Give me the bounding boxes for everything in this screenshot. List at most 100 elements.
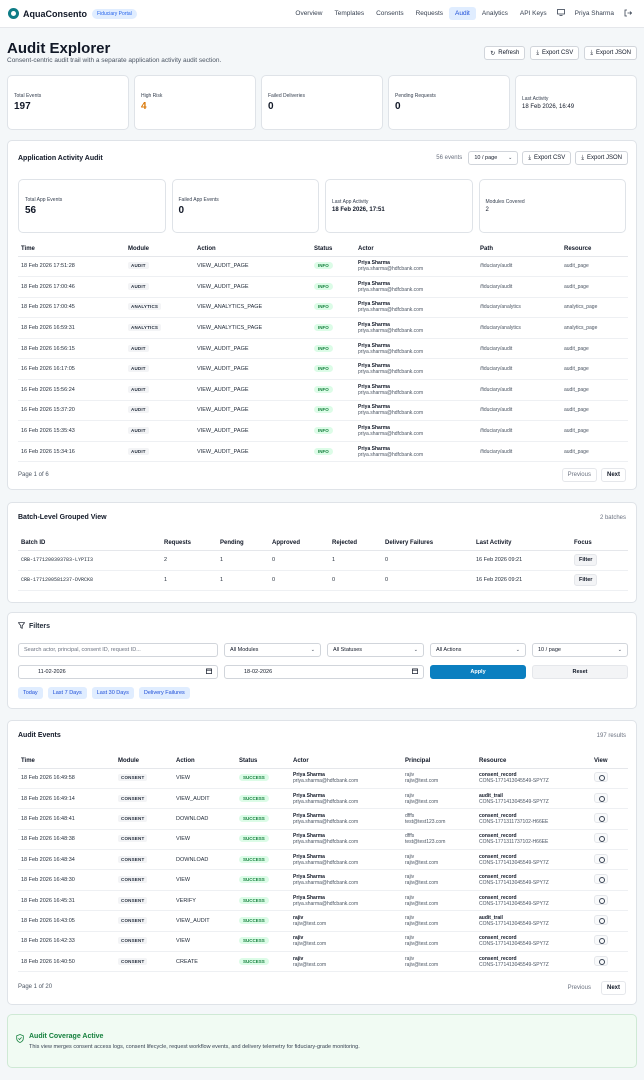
nav-link-audit[interactable]: Audit bbox=[449, 7, 476, 20]
table-row: 16 Feb 2026 15:56:24 AUDIT VIEW_AUDIT_PAGE… bbox=[18, 379, 628, 401]
nav-link-consents[interactable]: Consents bbox=[376, 10, 404, 17]
calendar-icon[interactable] bbox=[206, 668, 212, 676]
cell-action: DOWNLOAD bbox=[173, 808, 236, 830]
logout-icon[interactable] bbox=[620, 9, 636, 19]
actor-name: Priya Sharma bbox=[358, 260, 390, 267]
eye-icon[interactable] bbox=[594, 812, 608, 823]
cell-view bbox=[591, 829, 628, 851]
app-export-csv-button[interactable]: ⤓ Export CSV bbox=[522, 151, 572, 165]
cell-requests: 2 bbox=[161, 550, 217, 571]
date-to-input[interactable]: 18-02-2026 bbox=[224, 665, 424, 679]
eye-icon[interactable] bbox=[594, 853, 608, 864]
nav-link-templates[interactable]: Templates bbox=[334, 10, 365, 17]
eye-icon[interactable] bbox=[594, 914, 608, 925]
eye-icon[interactable] bbox=[594, 955, 608, 966]
eye-icon[interactable] bbox=[594, 935, 608, 946]
cell-module: AUDIT bbox=[125, 400, 194, 422]
status-badge: INFO bbox=[314, 282, 333, 290]
table-row: 16 Feb 2026 15:37:20 AUDIT VIEW_AUDIT_PAGE… bbox=[18, 400, 628, 422]
monitor-icon[interactable] bbox=[553, 9, 569, 18]
cell-module: AUDIT bbox=[125, 441, 194, 463]
cell-actor: rajiv rajiv@test.com bbox=[290, 951, 402, 973]
eye-icon[interactable] bbox=[594, 833, 608, 844]
table-row: 18 Feb 2026 16:49:14 CONSENT VIEW_AUDIT SUC… bbox=[18, 788, 628, 810]
cell-principal: rajiv rajiv@test.com bbox=[402, 788, 476, 810]
actor-email: priya.sharma@hdfcbank.com bbox=[358, 431, 424, 438]
eye-icon[interactable] bbox=[594, 874, 608, 885]
app-previous-button[interactable]: Previous bbox=[561, 468, 597, 482]
module-select[interactable]: All Modules ⌄ bbox=[224, 643, 321, 657]
table-row: 18 Feb 2026 17:51:28 AUDIT VIEW_AUDIT_PAGE… bbox=[18, 256, 628, 278]
cell-principal: rajiv rajiv@test.com bbox=[402, 849, 476, 871]
eye-icon[interactable] bbox=[594, 772, 608, 783]
actor-name: Priya Sharma bbox=[293, 792, 325, 799]
cell-resource: consent_record CONS-1771413045549-SPY7Z bbox=[476, 869, 591, 891]
cell-time: 16 Feb 2026 15:56:24 bbox=[18, 379, 125, 401]
app-next-button[interactable]: Next bbox=[600, 468, 626, 482]
brand-name[interactable]: AquaConsento bbox=[23, 8, 87, 19]
nav-link-analytics[interactable]: Analytics bbox=[481, 10, 508, 17]
quick-delivery-failures[interactable]: Delivery Failures bbox=[138, 687, 190, 699]
cell-principal: rajiv rajiv@test.com bbox=[402, 890, 476, 912]
cell-action: VIEW bbox=[173, 768, 236, 789]
events-next-button[interactable]: Next bbox=[600, 981, 626, 995]
actor-name: Priya Sharma bbox=[358, 322, 390, 329]
date-from-input[interactable]: 11-02-2026 bbox=[18, 665, 218, 679]
cell-action: VIEW_AUDIT_PAGE bbox=[194, 276, 311, 298]
quick-last-7-days[interactable]: Last 7 Days bbox=[47, 687, 87, 699]
filter-batch-button[interactable]: Filter bbox=[574, 554, 598, 566]
refresh-button[interactable]: ↻ Refresh bbox=[484, 46, 526, 60]
coverage-title: Audit Coverage Active bbox=[29, 1033, 104, 1040]
module-tag: CONSENT bbox=[118, 876, 148, 884]
col-pending: Pending bbox=[217, 536, 269, 551]
per-page-select[interactable]: 10 / page ⌄ bbox=[532, 643, 628, 657]
col-view: View bbox=[591, 754, 628, 769]
quick-last-30-days[interactable]: Last 30 Days bbox=[91, 687, 134, 699]
module-tag: ANALYTICS bbox=[128, 324, 162, 332]
cell-time: 18 Feb 2026 16:48:38 bbox=[18, 829, 115, 851]
cell-status: SUCCESS bbox=[236, 951, 290, 973]
nav-link-api-keys[interactable]: API Keys bbox=[519, 10, 547, 17]
principal-name: rajiv bbox=[405, 874, 415, 881]
stat-last-activity: Last Activity 18 Feb 2026, 16:49 bbox=[515, 75, 637, 130]
status-badge: SUCCESS bbox=[239, 794, 269, 802]
principal-name: rajiv bbox=[405, 955, 415, 962]
apply-button[interactable]: Apply bbox=[430, 665, 526, 679]
table-row: CRB-1771200393783-LYPII3 2 1 0 1 0 16 Feb 2026… bbox=[18, 550, 628, 571]
export-json-button[interactable]: ⤓ Export JSON bbox=[584, 46, 637, 60]
cell-actor: Priya Sharma priya.sharma@hdfcbank.com bbox=[290, 849, 402, 871]
col-last-activity: Last Activity bbox=[473, 536, 571, 551]
calendar-icon[interactable] bbox=[412, 668, 418, 676]
app-export-json-button[interactable]: ⤓ Export JSON bbox=[575, 151, 628, 165]
cell-action: VIEW_AUDIT_PAGE bbox=[194, 338, 311, 360]
quick-today[interactable]: Today bbox=[18, 687, 43, 699]
resource-id: CONS-1771311737102-H66EE bbox=[479, 818, 549, 825]
resource-id: CONS-1771413045549-SPY7Z bbox=[479, 941, 549, 948]
reset-button[interactable]: Reset bbox=[532, 665, 628, 679]
app-per-page-select[interactable]: 10 / page ⌄ bbox=[468, 151, 519, 165]
cell-resource: audit_trail CONS-1771413045549-SPY7Z bbox=[476, 910, 591, 932]
cell-resource: consent_record CONS-1771413045549-SPY7Z bbox=[476, 951, 591, 973]
nav-link-overview[interactable]: Overview bbox=[295, 10, 323, 17]
nav-link-requests[interactable]: Requests bbox=[415, 10, 444, 17]
status-select[interactable]: All Statuses ⌄ bbox=[327, 643, 424, 657]
status-badge: INFO bbox=[314, 365, 333, 373]
stat-failed-deliveries: Failed Deliveries 0 bbox=[261, 75, 383, 130]
eye-icon[interactable] bbox=[594, 792, 608, 803]
audit-events-title: Audit Events bbox=[18, 732, 61, 739]
export-csv-button[interactable]: ⤓ Export CSV bbox=[530, 46, 580, 60]
eye-icon[interactable] bbox=[594, 894, 608, 905]
cell-action: VIEW_AUDIT_PAGE bbox=[194, 379, 311, 401]
resource-id: CONS-1771413045549-SPY7Z bbox=[479, 920, 549, 927]
action-select[interactable]: All Actions ⌄ bbox=[430, 643, 526, 657]
filter-batch-button[interactable]: Filter bbox=[574, 574, 598, 586]
user-name[interactable]: Priya Sharma bbox=[574, 10, 614, 17]
events-previous-button[interactable]: Previous bbox=[561, 981, 597, 995]
search-input[interactable]: Search actor, principal, consent ID, req… bbox=[18, 643, 218, 657]
chevron-down-icon: ⌄ bbox=[413, 647, 418, 653]
cell-action: VIEW_AUDIT bbox=[173, 910, 236, 932]
actor-name: Priya Sharma bbox=[358, 425, 390, 432]
actor-email: priya.sharma@hdfcbank.com bbox=[358, 307, 424, 314]
cell-resource: audit_page bbox=[561, 441, 628, 463]
cell-principal: rajiv rajiv@test.com bbox=[402, 931, 476, 953]
